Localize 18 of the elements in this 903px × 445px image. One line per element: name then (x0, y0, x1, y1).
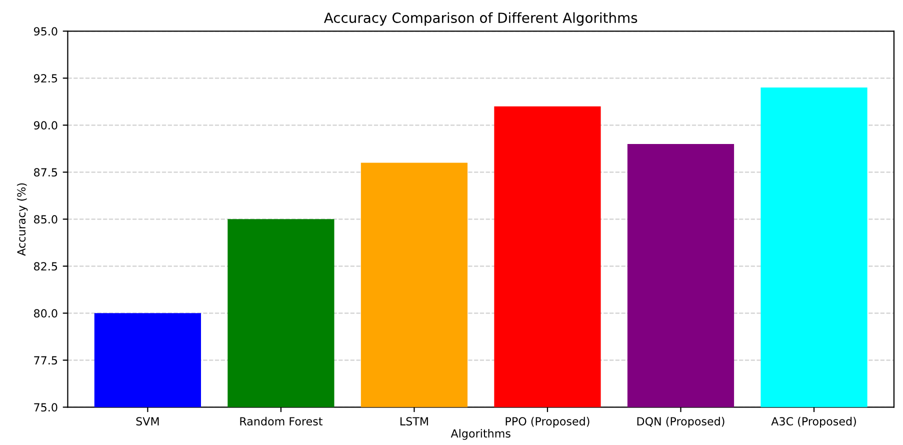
x-tick-label: SVM (136, 417, 159, 426)
y-tick-label: 77.5 (34, 356, 58, 365)
x-tick-label: Random Forest (240, 416, 322, 426)
y-tick-label: 90.0 (34, 121, 58, 130)
y-tick-label: 95.0 (34, 27, 58, 36)
y-tick-label: 87.5 (34, 168, 58, 177)
y-axis-title: Accuracy (%) (16, 183, 28, 256)
x-tick-label: LSTM (400, 417, 428, 426)
x-tick-label: PPO (Proposed) (506, 416, 590, 428)
y-tick-label: 82.5 (34, 262, 58, 271)
x-tick-label: DQN (Proposed) (637, 416, 724, 428)
y-tick-label: 85.0 (34, 215, 58, 224)
x-tick-label: A3C (Proposed) (771, 416, 856, 428)
y-tick-label: 92.5 (34, 74, 58, 83)
y-tick-label: 75.0 (34, 403, 58, 412)
x-axis-title: Algorithms (450, 429, 510, 440)
y-tick-label: 80.0 (34, 309, 58, 318)
chart-title: Accuracy Comparison of Different Algorithms (324, 12, 638, 26)
